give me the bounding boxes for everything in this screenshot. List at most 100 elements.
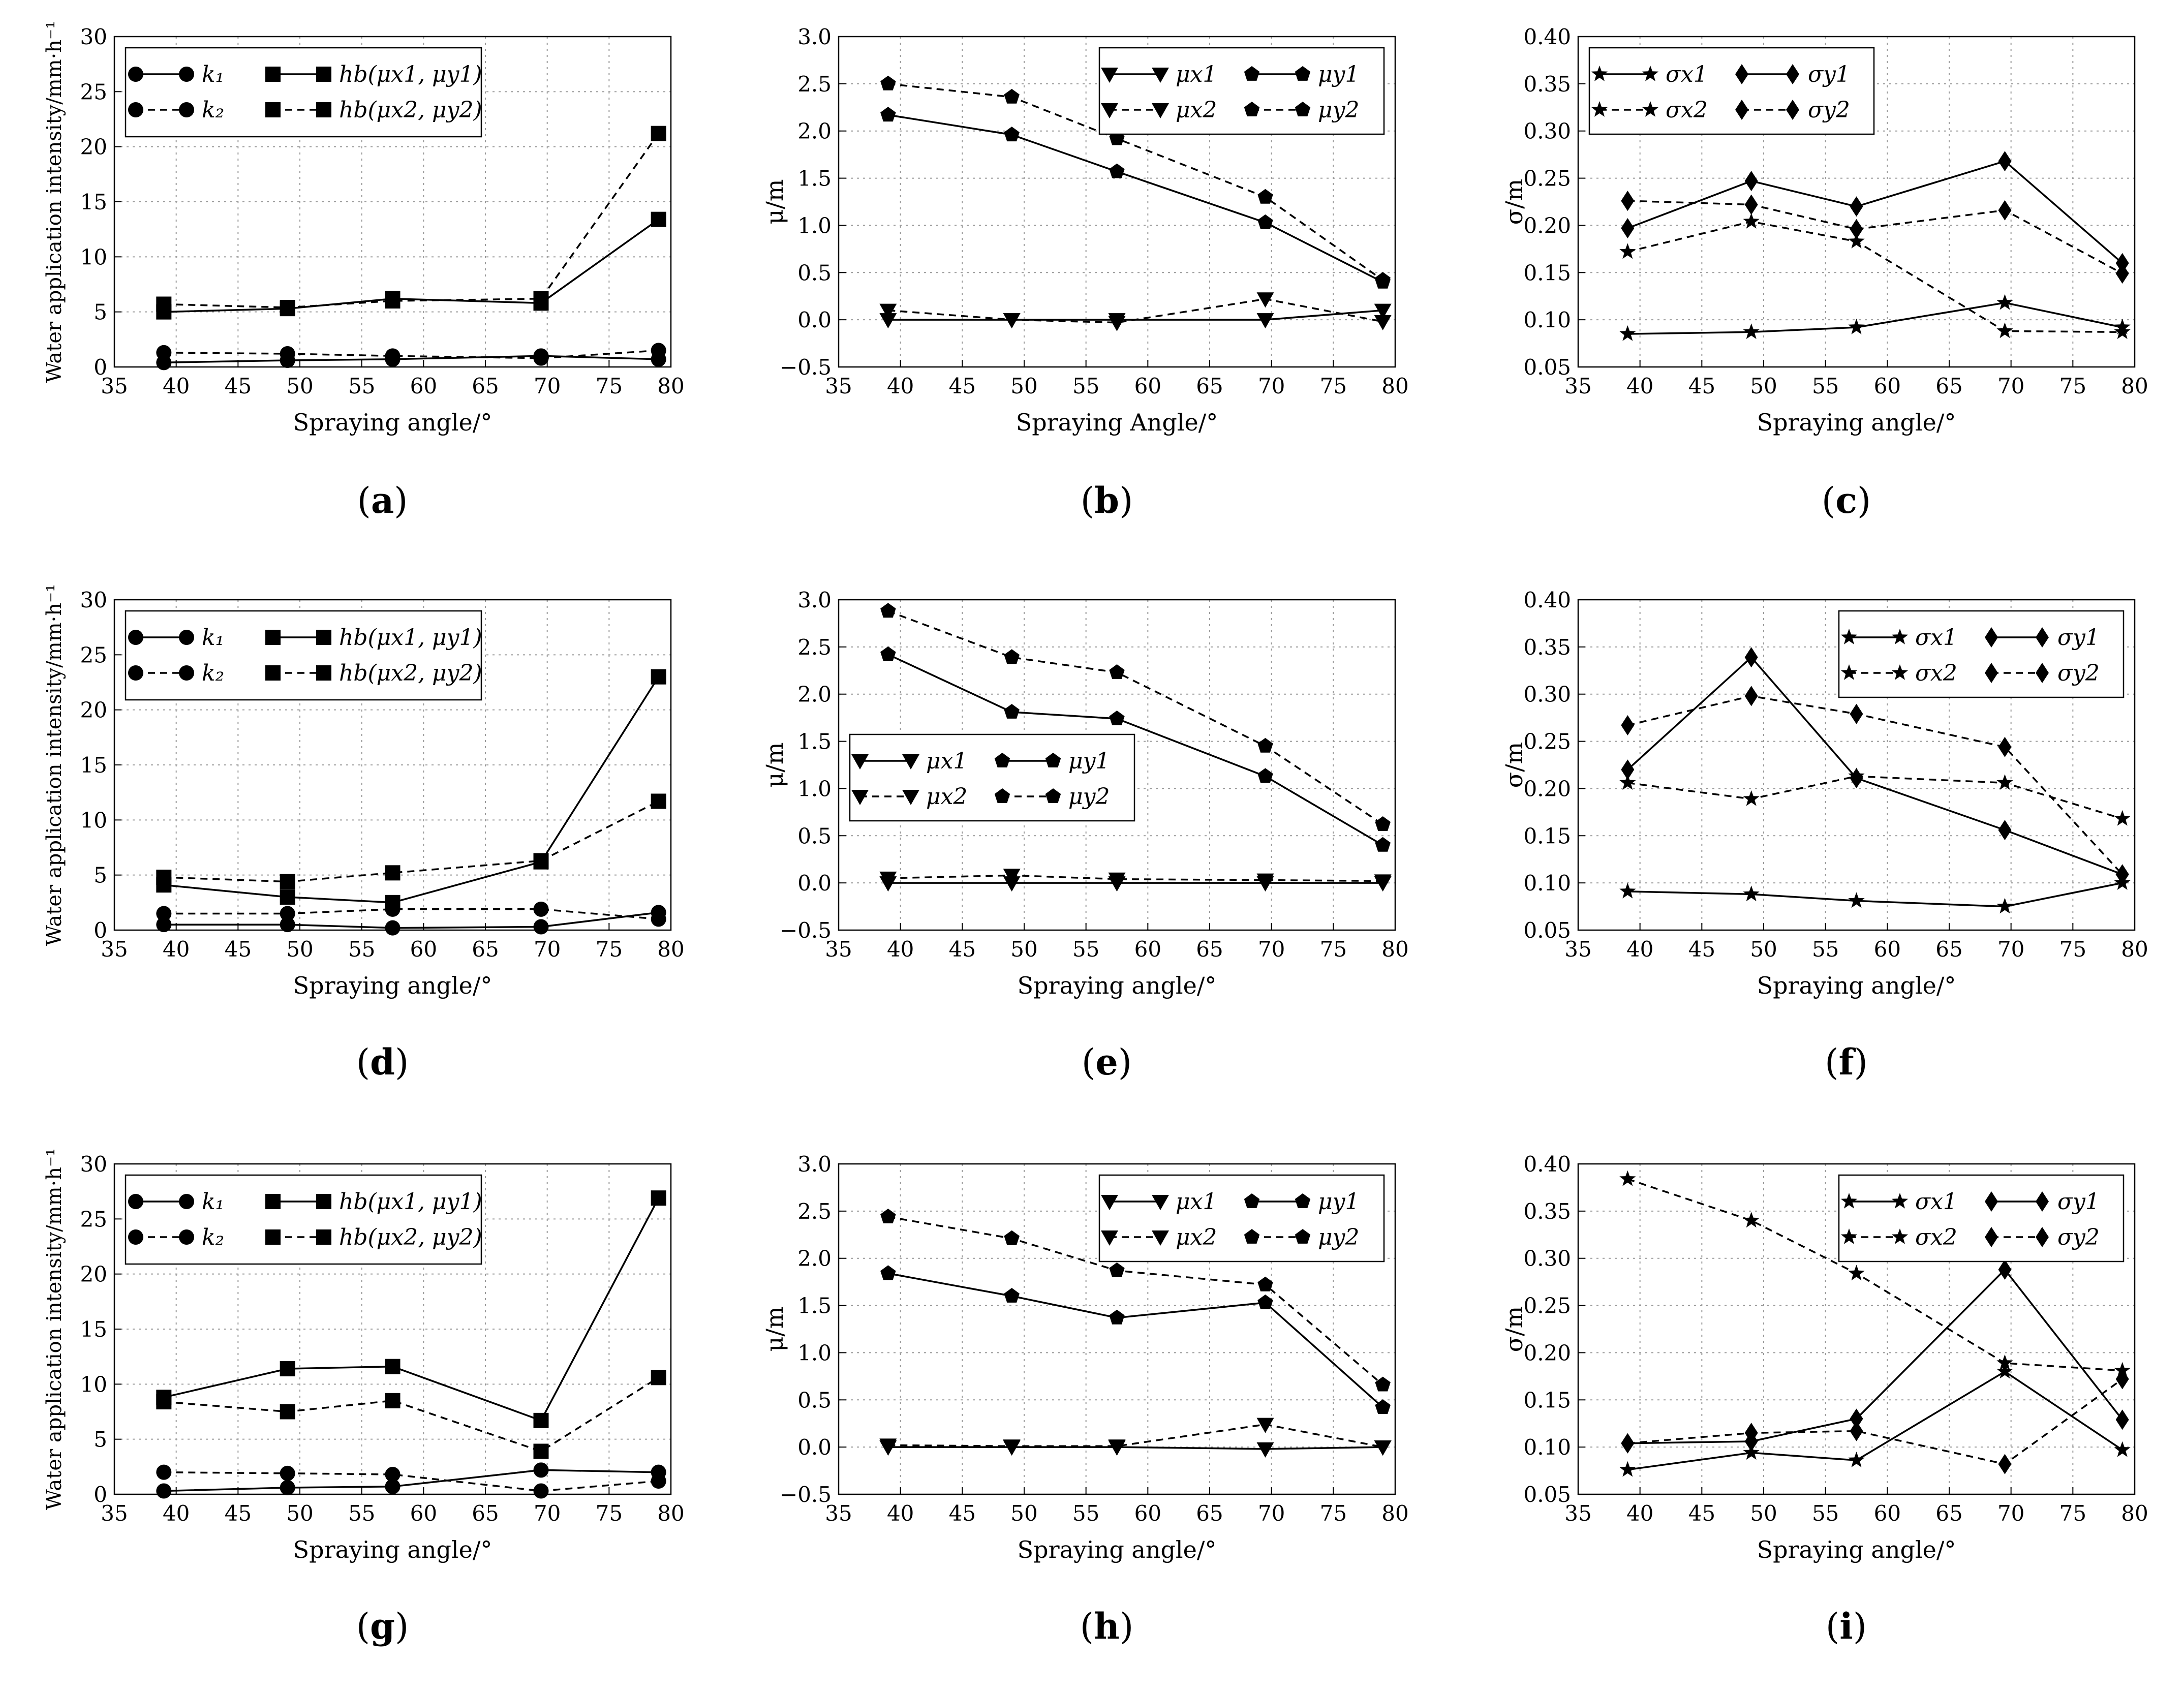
legend-box	[125, 47, 482, 138]
legend-marker	[1101, 1195, 1118, 1210]
legend-marker	[1045, 753, 1061, 767]
x-tick-label: 35	[825, 1501, 852, 1526]
legend-marker	[1735, 64, 1748, 84]
data-point-s4-4	[1257, 737, 1273, 753]
x-tick-label: 40	[163, 937, 190, 962]
axes-frame	[1577, 36, 2136, 368]
x-tick-label: 80	[1381, 937, 1408, 962]
data-point-s3-1	[1619, 774, 1636, 790]
y-tick-label: 0.20	[1523, 213, 1571, 238]
data-point-s2-4	[533, 1483, 549, 1499]
x-tick-label: 50	[286, 374, 313, 398]
x-axis-label: Spraying angle/°	[293, 1536, 493, 1563]
data-point-s1-4	[533, 919, 549, 935]
y-tick-label: 0.10	[1523, 307, 1571, 332]
data-point-s3-5	[1374, 874, 1392, 890]
y-axis-label: Water application intensity/mm·h⁻¹	[43, 584, 66, 946]
panel-label-c: (c)	[1821, 479, 1871, 521]
legend-marker	[128, 102, 143, 117]
panel-label-d: (d)	[356, 1041, 409, 1083]
y-tick-label: 0	[94, 918, 107, 943]
legend-marker	[1891, 1193, 1909, 1209]
series-line-3	[1627, 775, 2123, 820]
y-tick-label: 2.5	[797, 72, 832, 97]
data-point-s4-5	[2115, 1369, 2129, 1390]
x-tick-label: 60	[1874, 1501, 1901, 1526]
data-point-s2-3	[385, 348, 401, 364]
data-point-s2-5	[651, 911, 666, 927]
data-point-s4-3	[1109, 1262, 1125, 1277]
data-point-s4-2	[1744, 194, 1758, 215]
legend-marker	[316, 630, 331, 645]
data-point-s1-2	[1743, 323, 1760, 339]
legend-label: σy1	[2057, 625, 2100, 651]
y-tick-label: 0.40	[1523, 588, 1571, 612]
legend-marker	[128, 665, 143, 681]
x-tick-label: 35	[1564, 1501, 1591, 1526]
x-tick-label: 45	[949, 1501, 976, 1526]
data-point-s3-1	[879, 1438, 897, 1454]
series-line-2	[164, 349, 659, 359]
x-tick-label: 35	[825, 937, 852, 962]
series-line-4	[164, 133, 660, 309]
legend-marker	[1295, 1193, 1311, 1208]
x-tick-label: 35	[1564, 937, 1591, 962]
x-tick-label: 50	[286, 937, 313, 962]
legend-marker	[1101, 1230, 1118, 1246]
legend-box	[1098, 47, 1385, 135]
data-point-s1-1	[1619, 325, 1636, 341]
x-tick-label: 40	[887, 374, 914, 398]
legend-marker	[1985, 1227, 1998, 1247]
x-tick-label: 45	[1688, 1501, 1715, 1526]
x-tick-label: 50	[1010, 937, 1037, 962]
legend-label: hb(μx2, μy2)	[339, 660, 482, 686]
x-tick-label: 60	[1134, 1501, 1161, 1526]
x-tick-label: 80	[657, 937, 684, 962]
y-tick-label: 0.35	[1523, 72, 1571, 97]
y-tick-label: 0.5	[797, 1388, 832, 1412]
y-axis-label: μ/m	[761, 742, 788, 787]
data-point-s3-5	[1374, 315, 1392, 330]
y-tick-label: 3.0	[797, 588, 832, 612]
data-point-s1-4	[1996, 898, 2013, 914]
x-tick-label: 55	[1812, 374, 1839, 398]
legend-label: σy2	[2057, 660, 2100, 686]
legend-marker	[1101, 103, 1118, 118]
data-point-s3-5	[2114, 323, 2131, 339]
panel-label-letter: g	[370, 1605, 395, 1647]
data-point-s4-2	[1744, 1423, 1758, 1443]
data-point-s2-5	[651, 1473, 666, 1489]
legend-label: μy1	[1318, 61, 1359, 87]
data-point-s2-3	[1850, 1408, 1863, 1429]
legend-marker	[179, 1229, 194, 1245]
chart-panel-a: 35 40 45 50 55 60 65 70 75 80 0 5 10 15 20 25 30 Spraying…	[43, 21, 685, 436]
data-point-s2-3	[1109, 163, 1125, 178]
legend-marker	[179, 1194, 194, 1209]
data-point-s2-5	[651, 343, 666, 358]
data-point-s2-1	[880, 107, 896, 122]
x-tick-label: 75	[2059, 374, 2086, 398]
x-tick-label: 50	[1750, 1501, 1777, 1526]
y-tick-label: 0.15	[1523, 823, 1571, 848]
data-point-s4-5	[2115, 263, 2129, 284]
data-point-s4-1	[1621, 715, 1635, 735]
y-tick-label: 0.35	[1523, 1199, 1571, 1224]
data-point-s2-4	[1998, 820, 2012, 841]
legend-marker	[1786, 100, 1799, 120]
legend: k₁ k₂ hb(μx1, μy1) hb(μx2, μy2)	[125, 1174, 482, 1265]
y-tick-label: 0.40	[1523, 1152, 1571, 1177]
series-line-2	[164, 1471, 659, 1492]
data-point-s4-3	[385, 1393, 401, 1408]
data-point-s4-5	[651, 793, 666, 809]
y-axis-label: Water application intensity/mm·h⁻¹	[43, 1148, 66, 1510]
legend-marker	[1840, 1193, 1858, 1209]
legend: σx1 σy1 σx2 σy2	[1838, 610, 2125, 698]
data-point-s4-3	[1850, 703, 1863, 724]
data-point-s4-1	[156, 1394, 172, 1409]
legend-marker	[1840, 629, 1858, 644]
data-point-s2-5	[2115, 1409, 2129, 1430]
data-point-s1-4	[1256, 313, 1274, 329]
legend-label: μy2	[1068, 784, 1110, 810]
legend-label: σx1	[1666, 61, 1708, 87]
y-tick-label: 10	[80, 1372, 107, 1397]
